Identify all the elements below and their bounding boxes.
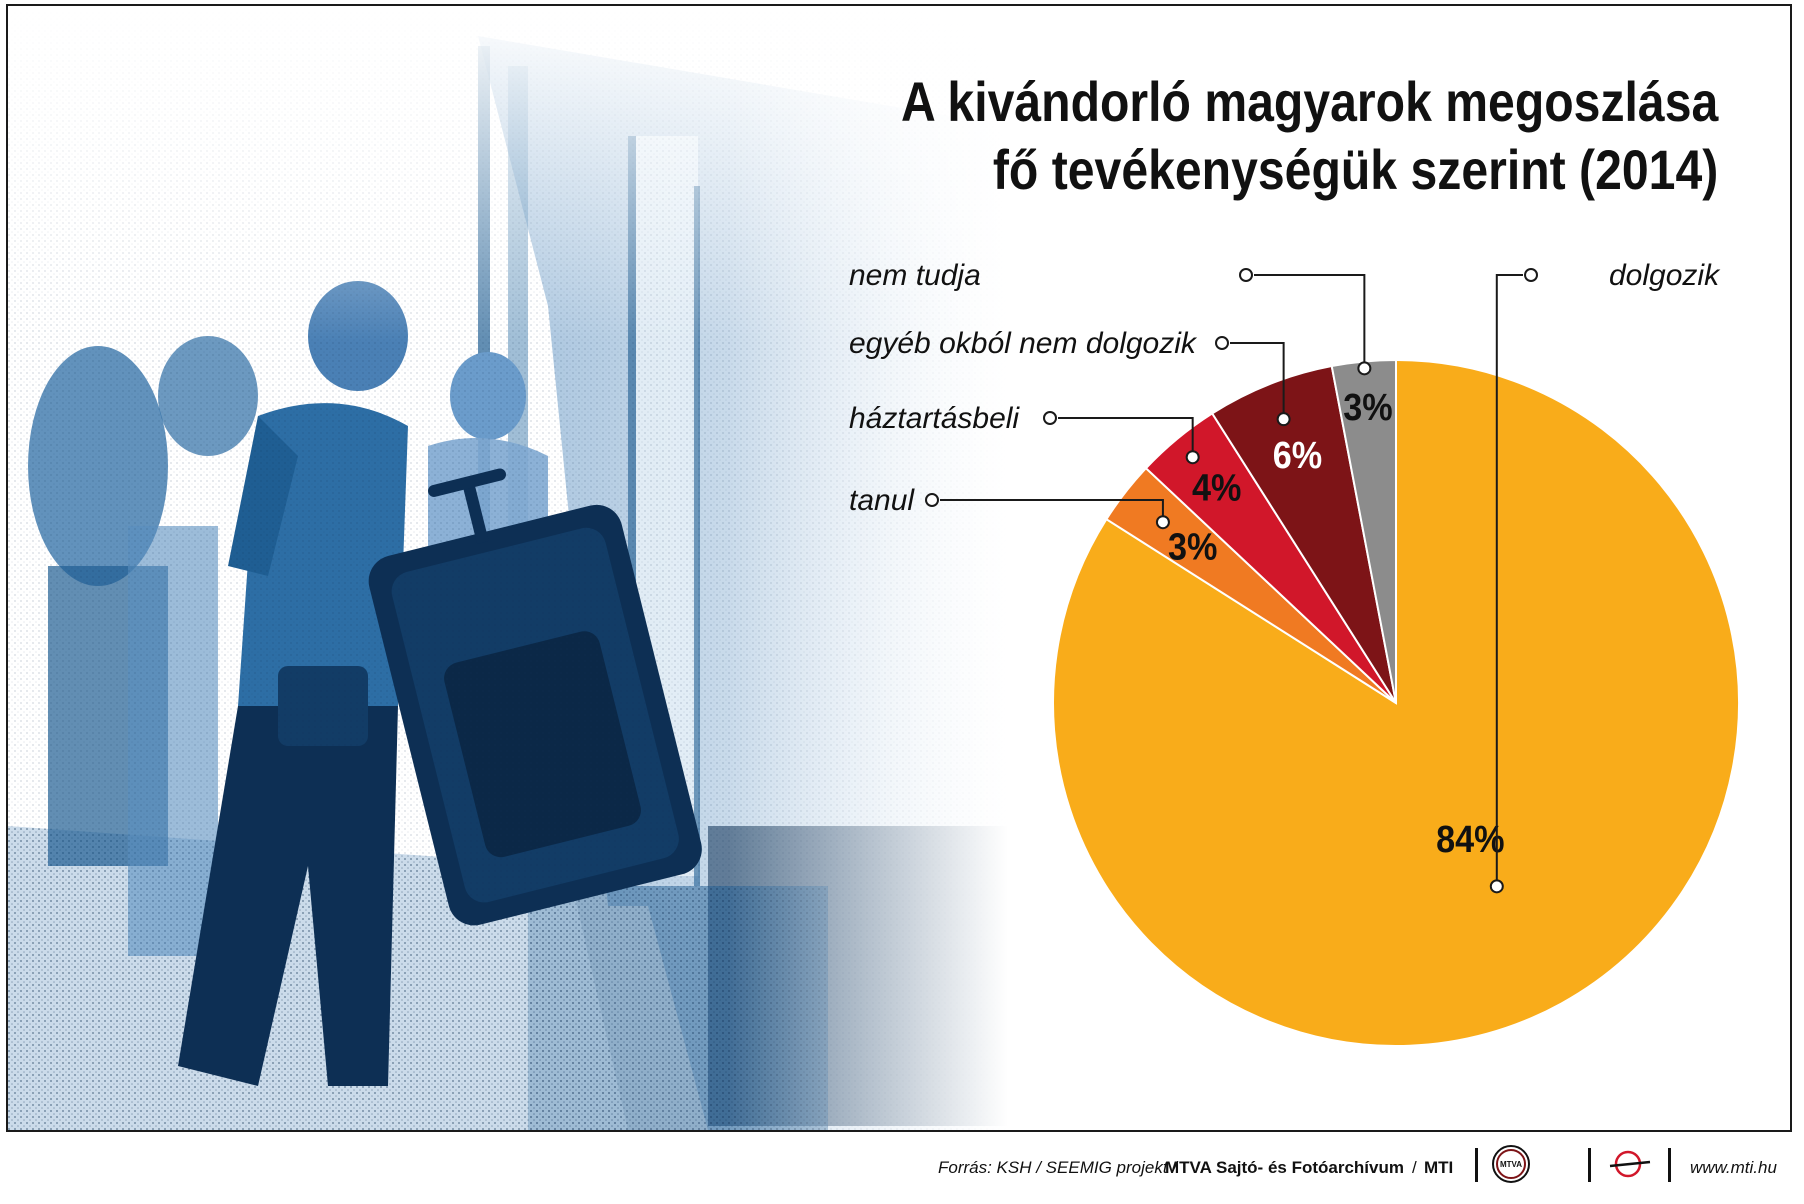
leader-line [1254,274,1366,369]
footer-slash: / [1412,1158,1417,1177]
chart-title-line-2: fő tevékenységük szerint (2014) [992,138,1718,201]
leader-dot [1155,515,1170,530]
footer: Forrás: KSH / SEEMIG projekt / MTVA Sajt… [0,1136,1804,1196]
slice-label: nem tudja [849,259,981,292]
leader-dot [925,493,939,507]
leader-line [1230,342,1285,420]
pie-slice-4 [1210,364,1397,704]
website-link[interactable]: www.mti.hu [1690,1158,1777,1177]
mti-label: MTI [1424,1158,1454,1177]
pie-chart: 84% dolgozik 3% tanul 4% háztartásbeli 6% egyéb… [849,259,1740,1047]
slice-label: egyéb okból nem dolgozik [849,327,1198,360]
leader-dot [1185,450,1200,465]
mtva-logo-text: MTVA [1500,1160,1522,1169]
chart-title-line-1: A kivándorló magyarok megoszlása [900,70,1718,133]
chart-title: A kivándorló magyarok megoszlása fő tevé… [901,68,1718,204]
value-label: 4% [1192,466,1241,509]
value-label: 6% [1273,434,1322,477]
leader-dot [1043,411,1057,425]
mtva-logo-icon: MTVA [1492,1145,1530,1183]
footer-divider [1668,1148,1671,1182]
leader-line [1495,274,1523,887]
value-label: 3% [1168,525,1217,568]
slice-label: tanul [849,484,915,517]
value-label: 84% [1436,818,1504,861]
leader-dot [1489,879,1504,894]
leader-dot [1524,268,1538,282]
background-photo [8,6,1008,1130]
leader-dot [1276,412,1291,427]
slice-label: háztartásbeli [849,402,1020,435]
leader-dot [1239,268,1253,282]
leader-dot [1357,361,1372,376]
infographic-frame: A kivándorló magyarok megoszlása fő tevé… [6,4,1792,1132]
leader-line [940,499,1164,523]
leader-line [1058,417,1194,458]
leader-dot [1215,336,1229,350]
footer-divider [1588,1148,1591,1182]
slice-label: dolgozik [1609,259,1721,292]
agency-label: MTVA Sajtó- és Fotóarchívum [1165,1158,1404,1177]
value-label: 3% [1343,385,1392,428]
mti-logo-icon [1609,1150,1651,1178]
source-label: Forrás: KSH / SEEMIG projekt / [938,1158,1178,1177]
footer-divider [1475,1148,1478,1182]
